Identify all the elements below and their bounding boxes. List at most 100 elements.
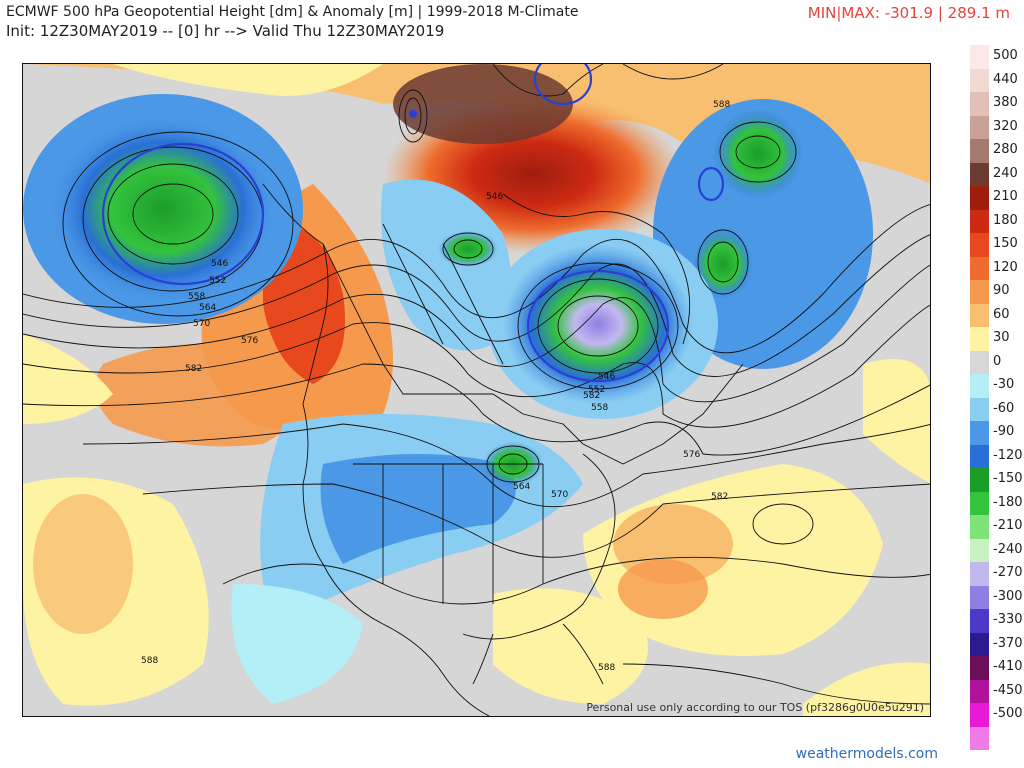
legend-entry: -180 xyxy=(967,491,1023,515)
legend-entry: -240 xyxy=(967,538,1023,562)
legend-label: 440 xyxy=(993,71,1018,87)
legend-entry: -270 xyxy=(967,562,1023,586)
map-title: ECMWF 500 hPa Geopotential Height [dm] &… xyxy=(6,4,579,20)
legend-entry: 320 xyxy=(967,115,1022,139)
legend-entry: 240 xyxy=(967,162,1022,186)
contour-label: 576 xyxy=(683,450,700,460)
legend-swatch xyxy=(970,68,989,92)
legend-label: -240 xyxy=(993,541,1023,557)
legend-label: -210 xyxy=(993,518,1023,533)
contour-label: 570 xyxy=(193,319,210,329)
legend-swatch xyxy=(970,162,989,186)
legend-label: -150 xyxy=(993,471,1023,486)
contour-label: 546 xyxy=(486,192,503,202)
legend-entry: 280 xyxy=(967,139,1022,163)
legend-entry: 60 xyxy=(967,303,1022,327)
contour-label: 588 xyxy=(713,100,730,110)
legend-swatch xyxy=(970,374,989,398)
legend-swatch xyxy=(970,444,989,468)
legend-label: 180 xyxy=(993,212,1018,228)
legend-label: -450 xyxy=(993,682,1023,698)
contour-label: 576 xyxy=(241,336,258,346)
legend-label: 150 xyxy=(993,236,1018,251)
legend-label: -120 xyxy=(993,447,1023,463)
legend-label: -500 xyxy=(993,706,1023,721)
legend-label: 0 xyxy=(993,353,1002,369)
legend-entry: 150 xyxy=(967,233,1022,257)
legend-entry: 120 xyxy=(967,256,1022,280)
contour-label: 552 xyxy=(588,385,605,395)
legend-swatch xyxy=(970,209,989,233)
legend-swatch xyxy=(970,327,989,351)
contour-label: 558 xyxy=(591,403,608,413)
legend-swatch xyxy=(970,303,989,327)
contour-label: 582 xyxy=(583,391,600,401)
legend-swatch xyxy=(970,115,989,139)
legend-swatch xyxy=(970,45,989,69)
coastlines xyxy=(262,183,930,716)
legend-swatch xyxy=(970,233,989,257)
contour-labels: 546 552 558 564 570 576 582 588 546 552 … xyxy=(141,100,730,673)
legend-label: 120 xyxy=(993,259,1018,275)
legend-label: 380 xyxy=(993,95,1018,110)
legend-entry: -370 xyxy=(967,632,1023,656)
legend-entry: 180 xyxy=(967,209,1022,233)
legend-swatch xyxy=(970,515,989,539)
contour-label: 570 xyxy=(551,490,568,500)
legend-entry: -60 xyxy=(967,397,1022,421)
contour-label: 588 xyxy=(598,663,615,673)
legend-swatch xyxy=(970,632,989,656)
legend-entry: 500 xyxy=(967,45,1022,69)
legend-label: -180 xyxy=(993,494,1023,510)
contour-label: 552 xyxy=(209,276,226,286)
legend-swatch xyxy=(970,726,989,750)
legend-swatch xyxy=(970,186,989,210)
site-link[interactable]: weathermodels.com xyxy=(795,746,938,762)
legend-swatch xyxy=(970,656,989,680)
min-max-readout: MIN|MAX: -301.9 | 289.1 m xyxy=(807,4,1010,22)
legend-label: 500 xyxy=(993,48,1018,63)
contour-label: 588 xyxy=(141,656,158,666)
legend-entry: -410 xyxy=(967,656,1023,680)
legend-entry: -300 xyxy=(967,585,1023,609)
legend-swatch xyxy=(970,609,989,633)
legend-label: -370 xyxy=(993,635,1023,651)
legend-swatch xyxy=(970,703,989,727)
contour-label: 582 xyxy=(711,492,728,502)
legend-entry: -90 xyxy=(967,421,1022,445)
contour-label: 546 xyxy=(598,372,615,382)
legend-swatch xyxy=(970,280,989,304)
legend-swatch xyxy=(970,92,989,116)
legend-label: -270 xyxy=(993,565,1023,580)
legend-swatch xyxy=(970,679,989,703)
legend-entry: 440 xyxy=(967,68,1022,92)
legend-entry: 90 xyxy=(967,280,1022,304)
contour-label: 558 xyxy=(188,292,205,302)
legend-label: -300 xyxy=(993,588,1023,604)
contour-label: 564 xyxy=(513,482,530,492)
legend-entry xyxy=(967,726,1022,750)
contour-label: 564 xyxy=(199,303,216,313)
legend-entry: -210 xyxy=(967,515,1023,539)
contour-label: 546 xyxy=(211,259,228,269)
legend-label: 320 xyxy=(993,118,1018,134)
legend-entry: 30 xyxy=(967,327,1022,351)
legend-entry: -330 xyxy=(967,609,1023,633)
legend-entry: -500 xyxy=(967,703,1023,727)
weather-map: 546 552 558 564 570 576 582 588 546 552 … xyxy=(22,63,931,717)
anomaly-contours xyxy=(101,64,725,383)
legend-swatch xyxy=(970,538,989,562)
legend-label: 90 xyxy=(993,283,1010,298)
legend-swatch xyxy=(970,468,989,492)
legend-swatch xyxy=(970,585,989,609)
legend-swatch xyxy=(970,397,989,421)
legend-entry: 380 xyxy=(967,92,1022,116)
legend-entry: 210 xyxy=(967,186,1022,210)
height-contours xyxy=(23,64,930,605)
legend-label: -410 xyxy=(993,659,1023,674)
legend-entry: -450 xyxy=(967,679,1023,703)
legend-swatch xyxy=(970,491,989,515)
map-canvas: 546 552 558 564 570 576 582 588 546 552 … xyxy=(23,64,930,716)
legend-label: 210 xyxy=(993,189,1018,204)
legend-label: 280 xyxy=(993,142,1018,157)
